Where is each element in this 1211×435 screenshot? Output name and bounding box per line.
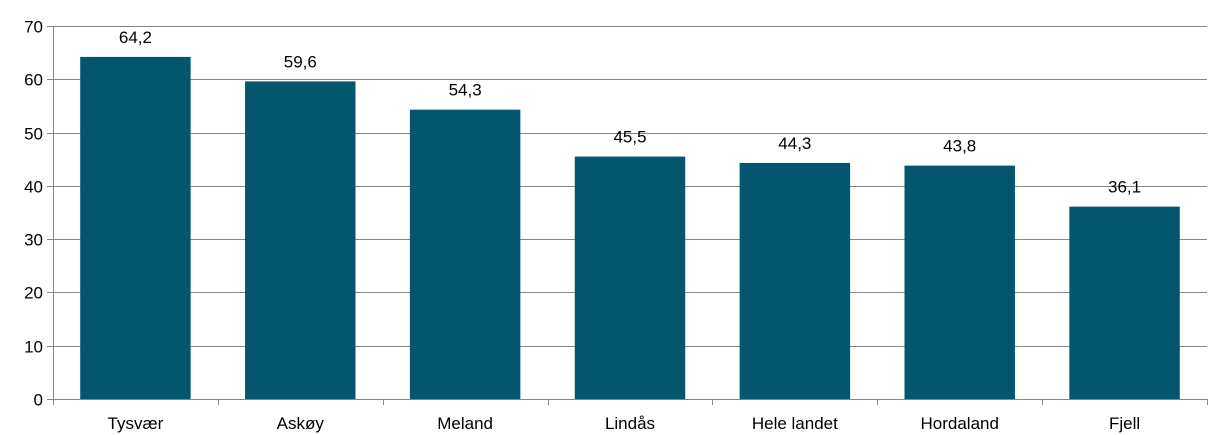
y-tick-label: 50	[24, 125, 43, 144]
x-axis-category-labels: Tysvær Askøy Meland Lindås Hele landet Hordal…	[108, 414, 1141, 433]
bars	[80, 56, 1180, 400]
data-label: 59,6	[284, 52, 317, 71]
data-labels: 64,2 59,6 54,3 45,5 44,3 43,8 36,1	[119, 28, 1141, 197]
x-tick-label: Hele landet	[752, 414, 838, 433]
bar	[904, 165, 1015, 399]
data-label: 64,2	[119, 28, 152, 47]
data-label: 44,3	[778, 134, 811, 153]
bar	[409, 109, 521, 399]
data-label: 54,3	[449, 81, 482, 100]
x-tick-label: Fjell	[1109, 414, 1140, 433]
x-tick-label: Lindås	[605, 414, 655, 433]
bar	[80, 56, 191, 400]
x-tick-label: Meland	[437, 414, 493, 433]
y-tick-label: 10	[24, 338, 43, 357]
x-tick-label: Askøy	[277, 414, 325, 433]
data-label: 36,1	[1108, 178, 1141, 197]
x-tick-label: Hordaland	[920, 414, 998, 433]
y-tick-label: 0	[34, 391, 43, 410]
bar	[1069, 206, 1180, 399]
data-label: 45,5	[613, 128, 646, 147]
bar	[245, 81, 356, 399]
bar	[739, 162, 851, 399]
y-tick-label: 30	[24, 231, 43, 250]
y-tick-label: 20	[24, 284, 43, 303]
y-tick-label: 60	[24, 71, 43, 90]
bar	[574, 156, 686, 399]
y-tick-label: 70	[24, 18, 43, 37]
y-axis-tick-labels: 0 10 20 30 40 50 60 70	[24, 18, 43, 410]
x-tick-label: Tysvær	[108, 414, 164, 433]
data-label: 43,8	[943, 137, 976, 156]
y-tick-label: 40	[24, 178, 43, 197]
axes	[53, 26, 1208, 405]
